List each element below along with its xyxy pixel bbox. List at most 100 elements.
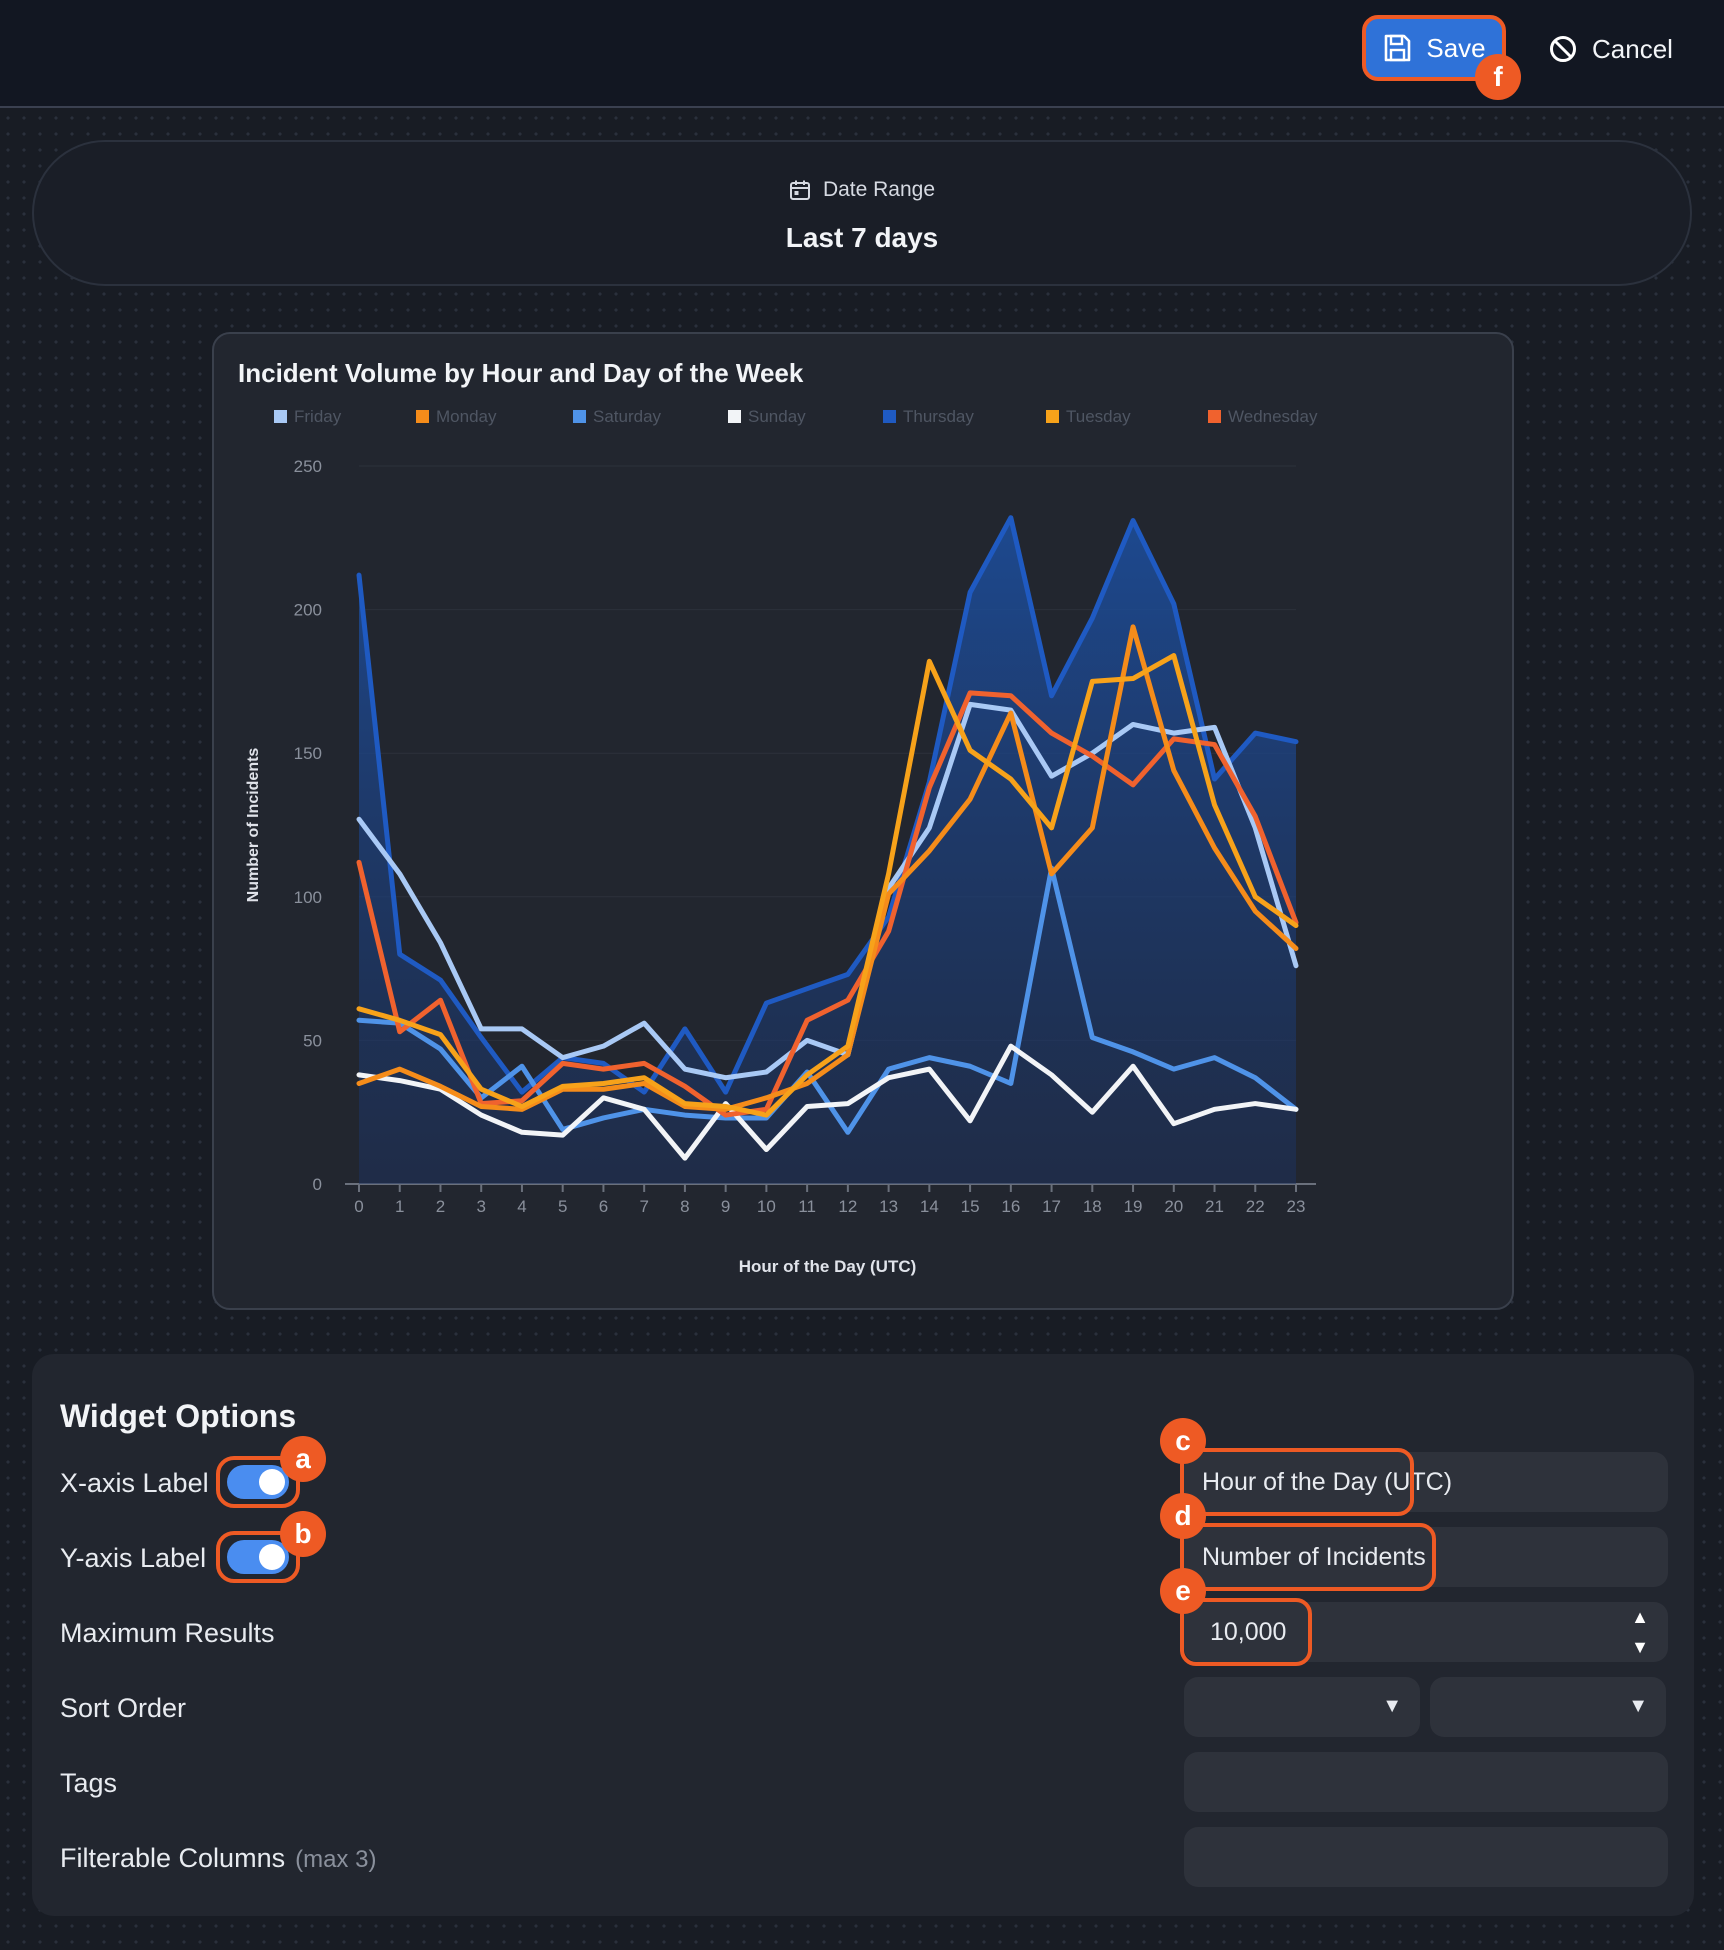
maximum-results-label: Maximum Results	[60, 1618, 275, 1648]
top-toolbar: Save f Cancel	[0, 0, 1724, 108]
x-axis-title: Hour of the Day (UTC)	[739, 1257, 917, 1276]
x-axis-label-text: X-axis Label	[60, 1468, 209, 1498]
cancel-button[interactable]: Cancel	[1548, 22, 1688, 76]
sort-field-select[interactable]: ▼	[1184, 1677, 1420, 1737]
x-tick-label: 16	[1001, 1197, 1020, 1216]
sort-direction-select[interactable]: ▼	[1430, 1677, 1666, 1737]
chevron-down-icon: ▼	[1628, 1695, 1648, 1717]
x-tick-label: 8	[680, 1197, 689, 1216]
x-tick-label: 22	[1246, 1197, 1265, 1216]
widget-options-title: Widget Options	[60, 1398, 297, 1434]
sort-order-label: Sort Order	[60, 1693, 187, 1723]
number-stepper[interactable]: ▲ ▼	[1628, 1608, 1652, 1656]
filterable-columns-text: Filterable Columns	[60, 1843, 286, 1873]
x-tick-label: 1	[395, 1197, 404, 1216]
stepper-up-icon[interactable]: ▲	[1631, 1607, 1649, 1627]
x-tick-label: 9	[721, 1197, 730, 1216]
x-tick-label: 3	[476, 1197, 485, 1216]
x-axis-toggle-highlight	[216, 1456, 300, 1508]
legend-label-monday: Monday	[436, 407, 497, 426]
date-range-selector[interactable]: Date Range Last 7 days	[32, 140, 1692, 286]
chart-title: Incident Volume by Hour and Day of the W…	[238, 358, 804, 388]
widget-options-panel: Widget Options X-axis Label a Y-axis Lab…	[32, 1354, 1694, 1916]
cancel-label: Cancel	[1592, 33, 1673, 64]
series-line-friday	[356, 701, 1299, 1081]
legend-label-tuesday: Tuesday	[1066, 407, 1131, 426]
y-tick-label: 100	[294, 888, 322, 907]
tags-field	[1184, 1752, 1668, 1812]
series-line-sunday	[356, 1043, 1299, 1161]
filterable-columns-hint: (max 3)	[295, 1846, 377, 1873]
maximum-results-input[interactable]	[1184, 1602, 1668, 1662]
filterable-columns-field	[1184, 1827, 1668, 1887]
x-tick-label: 6	[599, 1197, 608, 1216]
series-area-thursday	[359, 517, 1296, 1184]
x-tick-label: 20	[1164, 1197, 1183, 1216]
legend-swatch-sunday	[728, 410, 741, 423]
x-axis-label-input[interactable]	[1184, 1452, 1668, 1512]
x-tick-label: 2	[436, 1197, 445, 1216]
x-tick-label: 10	[757, 1197, 776, 1216]
legend-swatch-friday	[274, 410, 287, 423]
legend-swatch-saturday	[573, 410, 586, 423]
y-tick-label: 150	[294, 744, 322, 763]
tags-label: Tags	[60, 1768, 118, 1798]
floppy-disk-icon	[1385, 34, 1411, 62]
filterable-columns-label: Filterable Columns (max 3)	[60, 1843, 376, 1874]
y-tick-label: 250	[294, 457, 322, 476]
x-tick-label: 13	[879, 1197, 898, 1216]
legend-swatch-thursday	[883, 410, 896, 423]
annotation-marker-f: f	[1475, 54, 1521, 100]
chart-card: Incident Volume by Hour and Day of the W…	[212, 332, 1514, 1310]
x-tick-label: 12	[838, 1197, 857, 1216]
date-range-value: Last 7 days	[785, 222, 939, 253]
annotation-marker-c: c	[1160, 1418, 1206, 1464]
y-axis-label-field	[1184, 1527, 1668, 1587]
y-tick-label: 200	[294, 601, 322, 620]
filterable-columns-input[interactable]	[1184, 1827, 1668, 1887]
y-axis-title: Number of Incidents	[245, 748, 262, 903]
y-axis-label-text: Y-axis Label	[60, 1543, 207, 1573]
series-line-monday	[356, 624, 1299, 1112]
x-axis-toggle[interactable]	[227, 1465, 289, 1499]
y-axis-toggle[interactable]	[227, 1540, 289, 1574]
tags-input[interactable]	[1184, 1752, 1668, 1812]
legend-swatch-monday	[416, 410, 429, 423]
x-tick-label: 21	[1205, 1197, 1224, 1216]
x-tick-label: 4	[517, 1197, 526, 1216]
maximum-results-field: ▲ ▼	[1184, 1602, 1668, 1662]
x-axis-label-field	[1184, 1452, 1668, 1512]
chevron-down-icon: ▼	[1382, 1695, 1402, 1717]
legend-label-saturday: Saturday	[593, 407, 662, 426]
legend-label-wednesday: Wednesday	[1228, 407, 1318, 426]
stepper-down-icon[interactable]: ▼	[1631, 1637, 1649, 1657]
legend-swatch-wednesday	[1208, 410, 1221, 423]
x-tick-label: 15	[961, 1197, 980, 1216]
x-tick-label: 7	[639, 1197, 648, 1216]
y-axis-toggle-highlight	[216, 1531, 300, 1583]
x-tick-label: 23	[1287, 1197, 1306, 1216]
y-tick-label: 50	[303, 1031, 322, 1050]
x-tick-label: 17	[1042, 1197, 1061, 1216]
ban-icon	[1550, 36, 1576, 62]
legend-label-sunday: Sunday	[748, 407, 806, 426]
date-range-label: Date Range	[822, 178, 936, 201]
legend-swatch-tuesday	[1046, 410, 1059, 423]
save-button[interactable]: Save	[1362, 15, 1506, 81]
legend-label-thursday: Thursday	[903, 407, 974, 426]
y-axis-label-input[interactable]	[1184, 1527, 1668, 1587]
annotation-marker-a: a	[280, 1436, 326, 1482]
annotation-marker-d: d	[1160, 1493, 1206, 1539]
calendar-icon	[789, 180, 810, 200]
toggle-knob	[259, 1469, 285, 1495]
save-label: Save	[1426, 32, 1486, 63]
toggle-knob	[259, 1544, 285, 1570]
x-tick-label: 0	[354, 1197, 363, 1216]
x-tick-label: 19	[1124, 1197, 1143, 1216]
legend-label-friday: Friday	[294, 407, 342, 426]
series-line-thursday	[356, 515, 1299, 1095]
x-tick-label: 5	[558, 1197, 567, 1216]
x-tick-label: 18	[1083, 1197, 1102, 1216]
x-tick-label: 14	[920, 1197, 939, 1216]
